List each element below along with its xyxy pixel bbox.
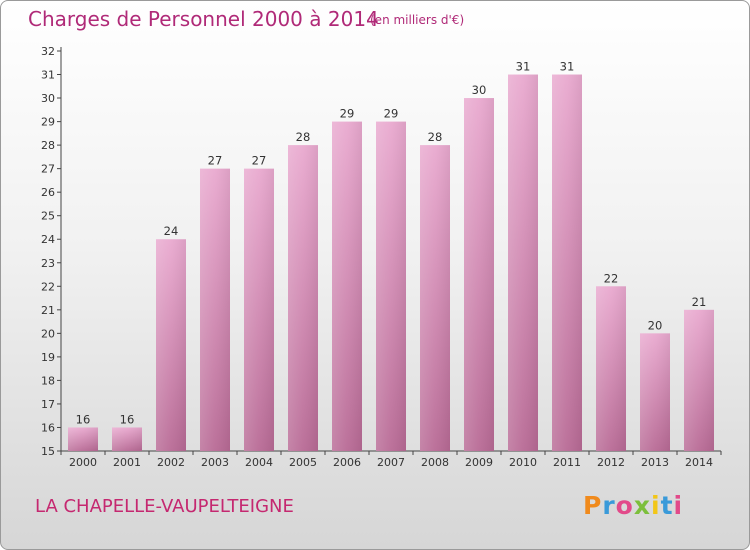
x-tick-label-2005: 2005 [289, 456, 317, 469]
logo-letter: i [651, 491, 661, 520]
value-label-2007: 29 [384, 107, 399, 121]
x-tick-label-2003: 2003 [201, 456, 229, 469]
y-tick-label: 28 [41, 139, 55, 152]
bar-shine-2000 [68, 427, 98, 451]
y-tick-label: 24 [41, 233, 55, 246]
y-tick-label: 16 [41, 421, 55, 434]
logo-letter: o [615, 491, 634, 520]
value-label-2002: 24 [164, 224, 179, 238]
bar-shine-2008 [420, 145, 450, 451]
bar-shine-2014 [684, 309, 714, 451]
chart-subtitle: (en milliers d'€) [370, 13, 465, 27]
value-label-2001: 16 [120, 412, 135, 426]
value-label-2003: 27 [208, 154, 223, 168]
x-tick-label-2011: 2011 [553, 456, 581, 469]
y-tick-label: 20 [41, 327, 55, 340]
bar-shine-2002 [156, 239, 186, 451]
y-tick-label: 26 [41, 186, 55, 199]
bar-shine-2004 [244, 168, 274, 451]
bar-shine-2011 [552, 74, 582, 451]
value-label-2004: 27 [252, 154, 267, 168]
x-tick-label-2008: 2008 [421, 456, 449, 469]
value-label-2012: 22 [604, 271, 619, 285]
y-tick-label: 31 [41, 69, 55, 82]
bar-shine-2005 [288, 145, 318, 451]
bar-shine-2013 [640, 333, 670, 451]
bar-shine-2009 [464, 98, 494, 451]
value-label-2000: 16 [76, 412, 91, 426]
logo-letter: P [583, 491, 603, 520]
logo-letter: r [602, 491, 616, 520]
chart-title: Charges de Personnel 2000 à 2014 [28, 7, 379, 31]
y-tick-label: 19 [41, 351, 55, 364]
y-tick-label: 32 [41, 45, 55, 58]
x-tick-label-2009: 2009 [465, 456, 493, 469]
y-tick-label: 21 [41, 304, 55, 317]
x-tick-label-2002: 2002 [157, 456, 185, 469]
y-tick-label: 29 [41, 116, 55, 129]
value-label-2009: 30 [472, 83, 487, 97]
y-tick-label: 17 [41, 398, 55, 411]
x-tick-label-2000: 2000 [69, 456, 97, 469]
bar-shine-2010 [508, 74, 538, 451]
x-tick-label-2006: 2006 [333, 456, 361, 469]
commune-name: LA CHAPELLE-VAUPELTEIGNE [35, 496, 294, 517]
y-tick-label: 22 [41, 280, 55, 293]
logo-letter: i [673, 491, 684, 520]
value-label-2006: 29 [340, 107, 355, 121]
y-tick-label: 30 [41, 92, 55, 105]
value-label-2010: 31 [516, 60, 531, 74]
logo-letter: x [633, 491, 651, 520]
value-label-2005: 28 [296, 130, 311, 144]
bar-shine-2003 [200, 168, 230, 451]
bar-shine-2001 [112, 427, 142, 451]
y-tick-label: 25 [41, 210, 55, 223]
proxiti-logo: Proxiti [583, 491, 683, 520]
x-tick-label-2004: 2004 [245, 456, 273, 469]
y-tick-label: 27 [41, 163, 55, 176]
logo-letter: t [660, 491, 674, 520]
value-label-2013: 20 [648, 318, 663, 332]
value-label-2008: 28 [428, 130, 443, 144]
y-tick-label: 18 [41, 374, 55, 387]
x-tick-label-2012: 2012 [597, 456, 625, 469]
y-tick-label: 15 [41, 445, 55, 458]
x-tick-label-2001: 2001 [113, 456, 141, 469]
x-tick-label-2013: 2013 [641, 456, 669, 469]
value-label-2014: 21 [692, 295, 707, 309]
x-tick-label-2014: 2014 [685, 456, 713, 469]
bar-shine-2006 [332, 121, 362, 452]
x-tick-label-2007: 2007 [377, 456, 405, 469]
bar-shine-2012 [596, 286, 626, 451]
value-label-2011: 31 [560, 60, 575, 74]
y-tick-label: 23 [41, 257, 55, 270]
bar-shine-2007 [376, 121, 406, 452]
x-tick-label-2010: 2010 [509, 456, 537, 469]
